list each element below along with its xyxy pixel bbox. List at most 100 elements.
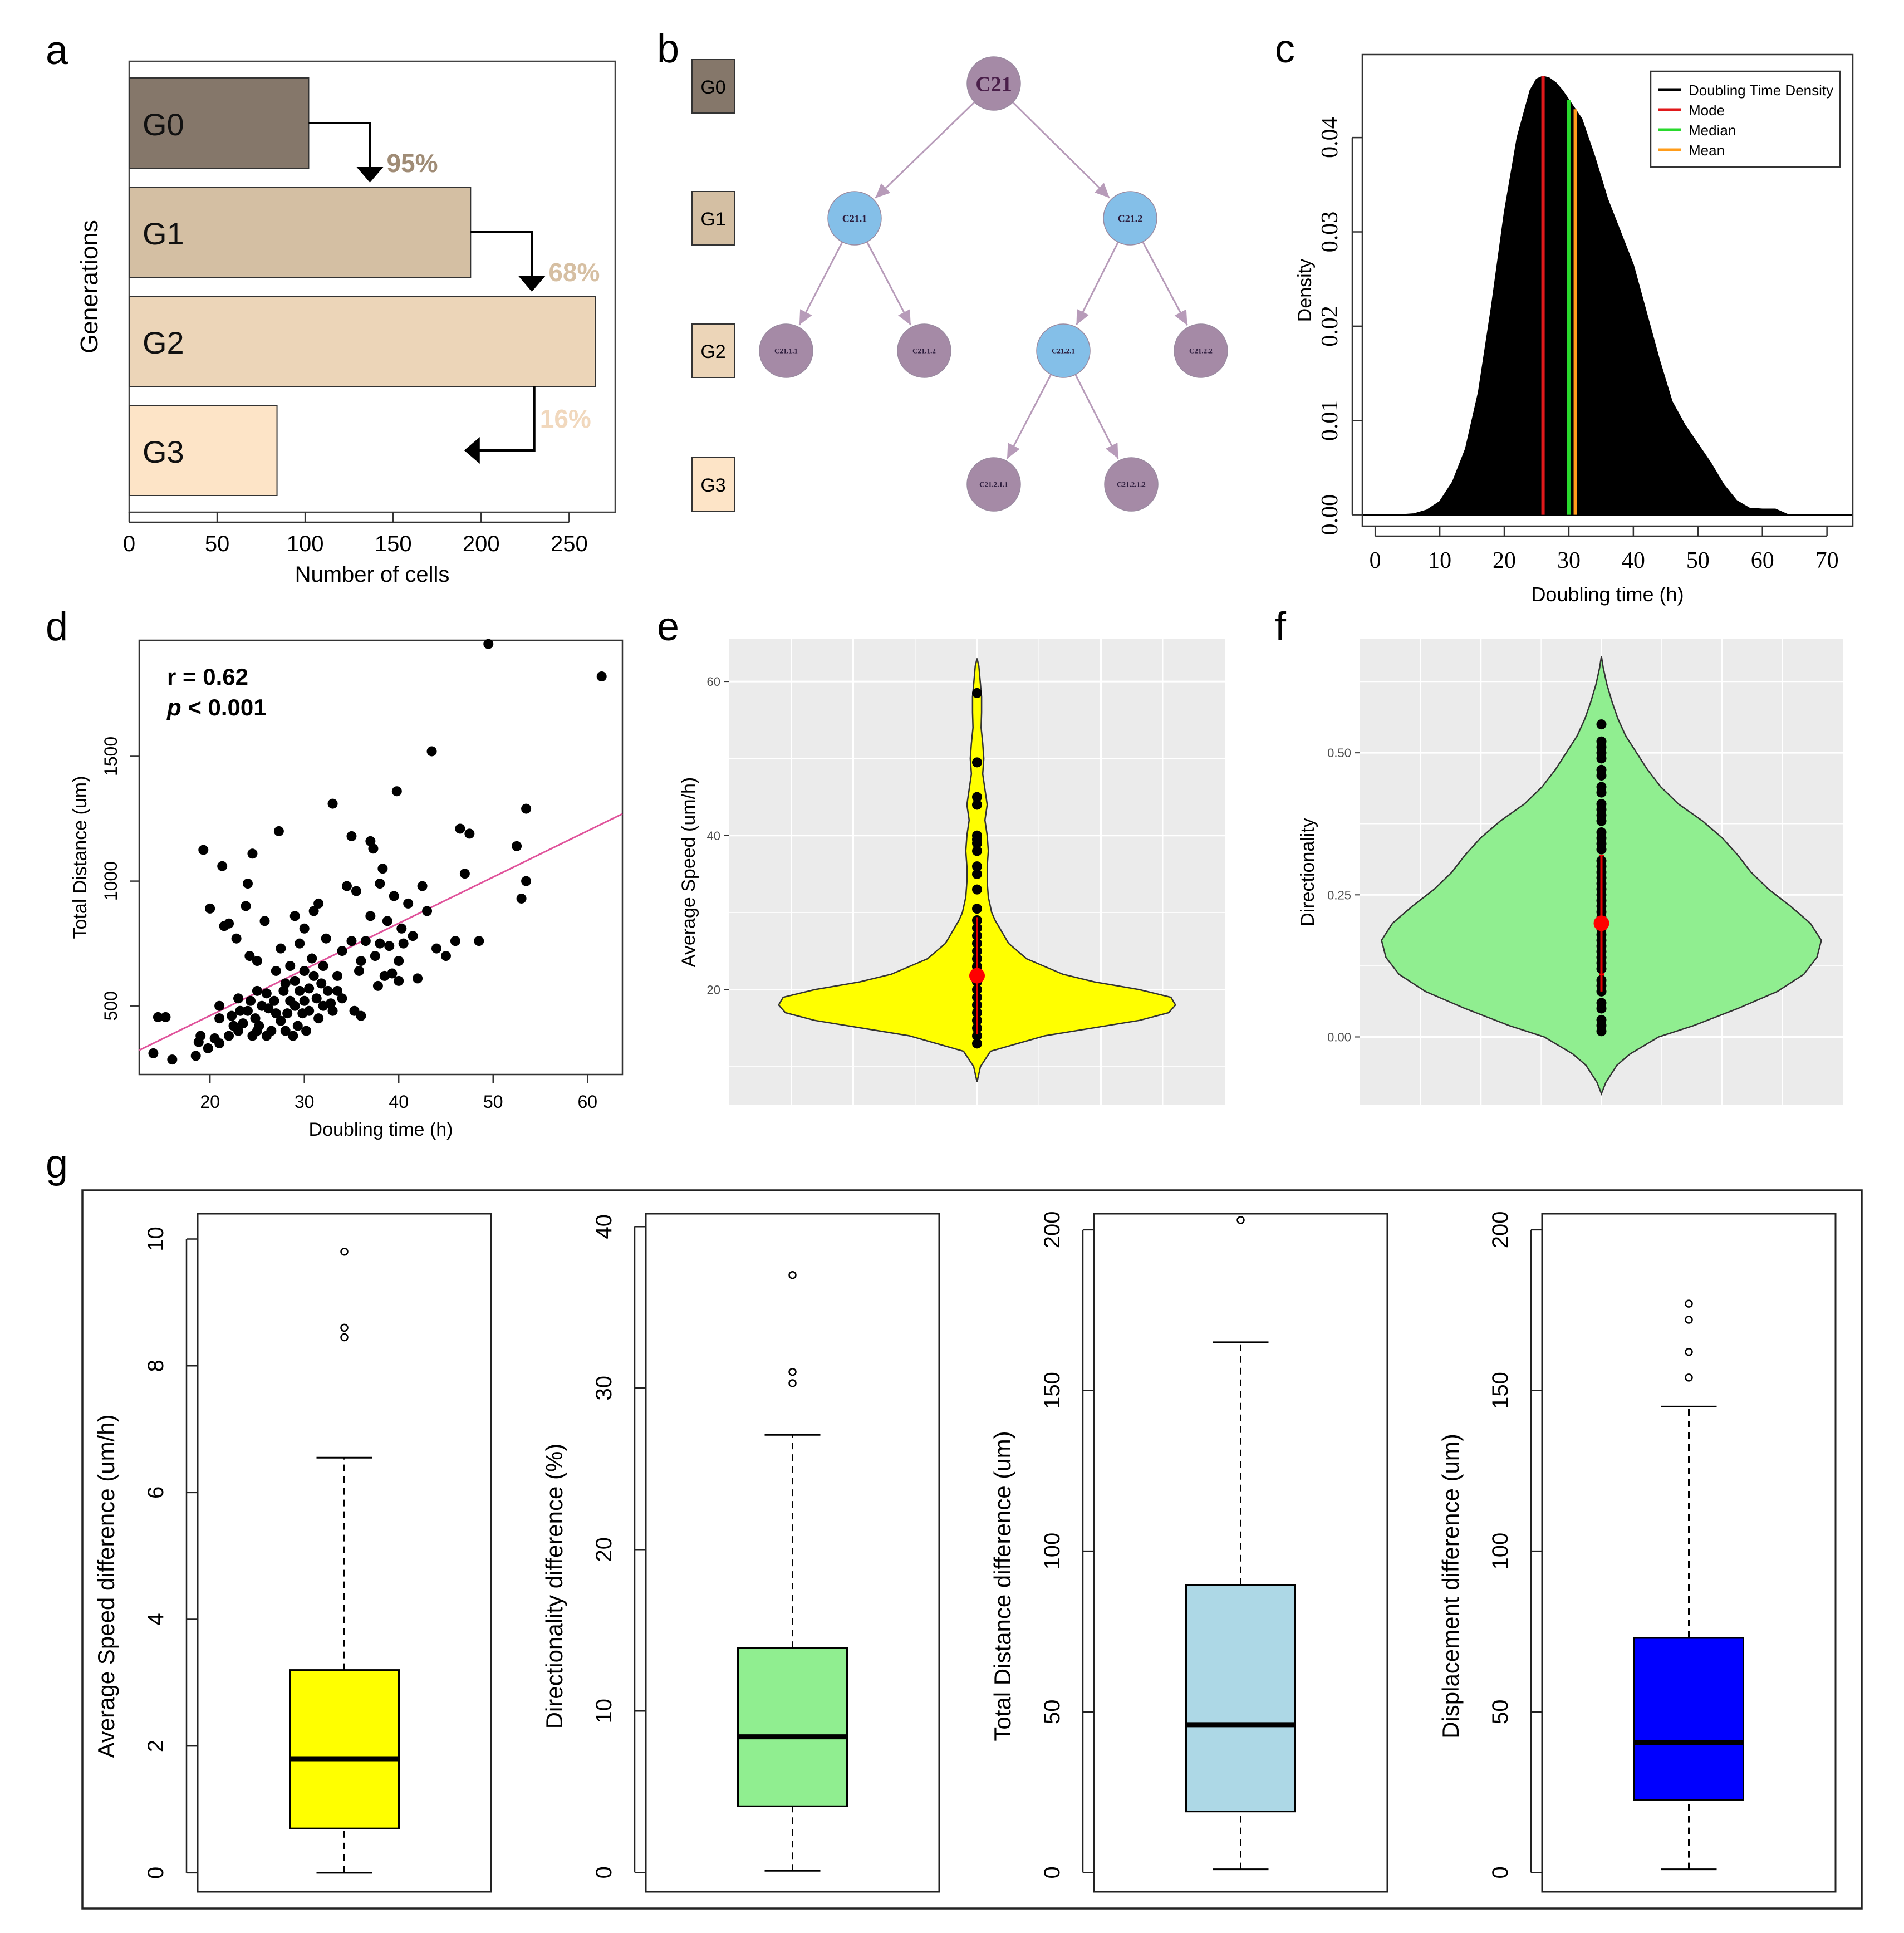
y-tick-label-20: 20	[592, 1537, 616, 1562]
edge-arrow-C21.1-C21.1.1	[799, 309, 812, 325]
x-tick-label-50: 50	[1686, 548, 1710, 573]
y-tick-label-50: 50	[1040, 1699, 1064, 1724]
panel-label-c: c	[1275, 27, 1295, 71]
data-point	[972, 1031, 982, 1041]
scatter-point	[242, 1005, 253, 1016]
y-tick-label-100: 100	[1488, 1533, 1513, 1570]
scatter-point	[394, 975, 404, 986]
plot-frame	[1093, 1213, 1388, 1893]
edge-arrow-C21.2-C21.2.1	[1076, 308, 1089, 325]
data-point	[972, 1038, 982, 1049]
scatter-point	[354, 965, 365, 976]
bar-G0	[129, 77, 310, 169]
bar-G1	[129, 187, 472, 278]
scatter-point	[426, 746, 437, 757]
x-tick-label-150: 150	[375, 532, 412, 556]
y-tick-label-8: 8	[144, 1360, 168, 1372]
x-tick-label-20: 20	[200, 1092, 220, 1112]
scatter-point	[321, 933, 331, 944]
scatter-point	[440, 951, 451, 961]
scatter-point	[214, 1013, 225, 1024]
y-tick-label-2: 0.02	[1317, 306, 1343, 347]
scatter-point	[160, 1012, 171, 1022]
edge-C21.2-C21.2.2	[1142, 241, 1188, 326]
node-C21.2.2	[1174, 323, 1228, 378]
plot-frame	[197, 1213, 492, 1893]
outlier-point	[1685, 1299, 1693, 1308]
transition-percent-1: 68%	[548, 258, 600, 287]
scatter-point	[205, 903, 215, 914]
edge-C21.2.1-C21.2.1.1	[1006, 374, 1052, 459]
data-point	[1596, 799, 1607, 809]
transition-percent-0: 95%	[386, 149, 438, 178]
bar-label-G2: G2	[143, 325, 184, 360]
scatter-point	[313, 1013, 324, 1024]
transition-arrow-2	[467, 386, 536, 452]
y-tick-label-500: 500	[101, 991, 121, 1021]
scatter-point	[337, 946, 347, 956]
plot-frame	[128, 60, 616, 513]
node-C21.2	[1103, 191, 1157, 246]
scatter-point	[299, 923, 310, 934]
p-value-label: p < 0.001	[166, 694, 267, 720]
outlier-point	[1685, 1316, 1693, 1324]
x-tick-label-70: 70	[1815, 548, 1839, 573]
y-tick-label-0: 0	[592, 1866, 616, 1878]
scatter-point	[360, 936, 371, 946]
scatter-point	[596, 671, 607, 681]
node-C21.2.1.1	[966, 457, 1021, 512]
panel-b-lineage-tree: G0 G1 G2 G3 C21 C21.1 C21.2 C21.1.1 C21.1.2 C21.2…	[691, 56, 1228, 512]
scatter-point	[244, 951, 255, 961]
y-axis-title: Density	[1294, 259, 1316, 322]
y-tick-label-40: 40	[592, 1214, 616, 1239]
scatter-point	[214, 1000, 225, 1011]
scatter-point	[227, 1010, 237, 1021]
scatter-point	[285, 961, 296, 971]
scatter-point	[252, 956, 262, 967]
y-tick-label-0: 0	[144, 1867, 168, 1879]
scatter-point	[289, 1000, 300, 1011]
scatter-point	[394, 956, 404, 967]
scatter-point	[203, 1043, 213, 1053]
data-point	[972, 884, 982, 895]
edge-arrow-C21.2-C21.2.2	[1174, 309, 1187, 326]
panel-g-frame	[81, 1189, 1863, 1910]
scatter-point	[417, 881, 428, 891]
scatter-point	[280, 978, 291, 989]
edge-C21.2.1-C21.2.1.2	[1074, 374, 1119, 459]
scatter-point	[387, 968, 398, 979]
scatter-point	[327, 798, 338, 809]
scatter-point	[398, 938, 409, 949]
scatter-point	[263, 1003, 274, 1014]
scatter-point	[332, 970, 343, 981]
outlier-point	[340, 1248, 349, 1256]
data-point	[1596, 827, 1607, 838]
outlier-point	[1685, 1347, 1693, 1356]
iqr-box	[1185, 1584, 1296, 1813]
node-label-C21.2.2: C21.2.2	[1189, 347, 1213, 355]
y-tick-label-10: 10	[592, 1699, 616, 1724]
y-tick-label-200: 200	[1040, 1211, 1064, 1248]
boxplot-2: 0 50 100 150 200 Total Distance difference (u…	[989, 1211, 1388, 1893]
p-symbol: p	[166, 694, 181, 720]
scatter-point	[241, 901, 251, 911]
scatter-point	[282, 1008, 293, 1019]
plot-frame	[138, 639, 624, 1076]
scatter-point	[247, 848, 258, 859]
iqr-box	[289, 1669, 400, 1829]
x-tick-label-60: 60	[577, 1092, 597, 1112]
node-label-C21.2: C21.2	[1118, 213, 1143, 224]
x-tick-label-0: 0	[1370, 548, 1381, 573]
scatter-point	[341, 881, 352, 891]
transition-percent-2: 16%	[540, 404, 591, 433]
bar-label-G3: G3	[143, 434, 184, 469]
scatter-point	[382, 916, 392, 926]
scatter-point	[224, 918, 234, 929]
scatter-point	[304, 983, 315, 994]
node-label-C21: C21	[975, 72, 1012, 96]
scatter-point	[375, 879, 385, 889]
scatter-point	[299, 995, 310, 1006]
scatter-point	[516, 893, 527, 904]
y-axis-title: Total Distance difference (um)	[989, 1431, 1015, 1741]
scatter-point	[459, 869, 470, 879]
